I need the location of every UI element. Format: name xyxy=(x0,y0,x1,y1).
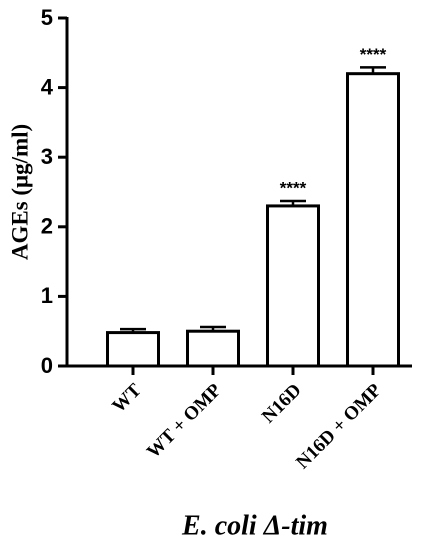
x-tick-label: WT + OMP xyxy=(143,379,226,462)
x-tick-label: N16D xyxy=(258,380,306,428)
x-tick-label: WT xyxy=(108,380,145,417)
bar xyxy=(186,329,240,368)
bar xyxy=(266,204,320,368)
significance-label: **** xyxy=(280,179,307,198)
bar xyxy=(106,331,160,368)
y-tick-label: 1 xyxy=(41,283,53,308)
y-tick-label: 5 xyxy=(41,5,53,30)
bar xyxy=(346,72,400,368)
y-tick-label: 2 xyxy=(41,214,53,239)
y-tick-label: 4 xyxy=(41,74,54,99)
significance-label: **** xyxy=(360,45,387,64)
y-tick-label: 0 xyxy=(41,353,53,378)
y-tick-label: 3 xyxy=(41,144,53,169)
x-axis-label: E. coli Δ-tim xyxy=(181,510,328,541)
y-axis-label: AGEs (μg/ml) xyxy=(7,124,32,260)
x-tick-label: N16D + OMP xyxy=(292,379,386,473)
